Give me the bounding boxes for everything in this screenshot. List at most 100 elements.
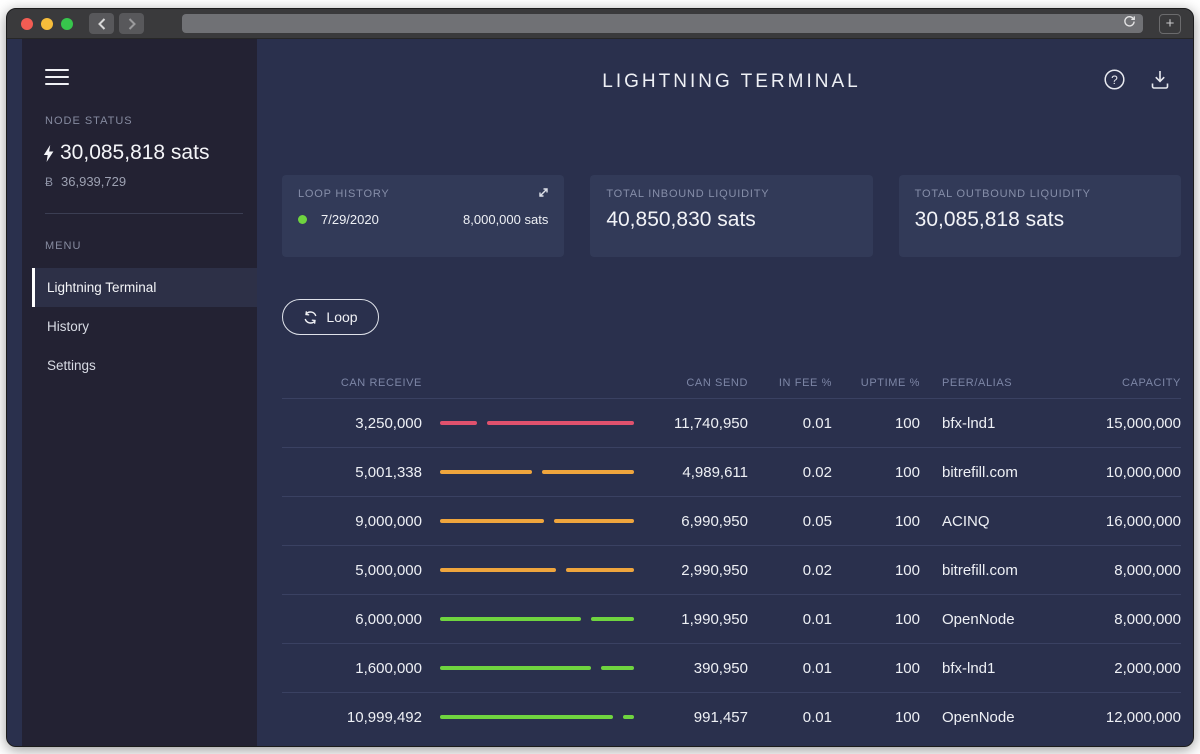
in-fee-value: 0.01: [802, 708, 832, 726]
minimize-window-button[interactable]: [41, 17, 53, 30]
send-bar: [622, 715, 634, 719]
can-receive-value: 9,000,000: [355, 512, 422, 530]
new-tab-button[interactable]: +: [1159, 13, 1181, 34]
loop-history-entry[interactable]: 7/29/2020 8,000,000 sats: [298, 212, 548, 227]
send-bar: [542, 470, 634, 474]
receive-bar: [440, 666, 591, 670]
help-button[interactable]: ?: [1104, 69, 1125, 90]
can-receive-value: 6,000,000: [355, 610, 422, 628]
export-button[interactable]: [1151, 70, 1169, 89]
expand-button[interactable]: [537, 186, 550, 204]
channel-row[interactable]: 10,999,492 991,457 0.01 100 OpenNode 12,…: [282, 692, 1181, 741]
summary-cards: LOOP HISTORY 7/29/2020 8,000,000 sats TO…: [282, 175, 1181, 257]
channel-row[interactable]: 1,600,000 390,950 0.01 100 bfx-lnd1 2,00…: [282, 643, 1181, 692]
peer-alias-value: OpenNode: [942, 708, 1015, 726]
uptime-value: 100: [894, 414, 920, 432]
can-send-value: 11,740,950: [674, 414, 748, 432]
balance-bar: [422, 666, 652, 670]
channel-table-header: CAN RECEIVE CAN SEND IN FEE % UPTIME % P…: [282, 368, 1181, 398]
in-fee-value: 0.01: [802, 610, 832, 628]
peer-alias-value: bitrefill.com: [942, 463, 1018, 481]
peer-alias-value: bitrefill.com: [942, 561, 1018, 579]
main-content: LIGHTNING TERMINAL ?: [257, 39, 1193, 746]
peer-alias-value: bfx-lnd1: [942, 659, 996, 677]
balance-bar: [422, 470, 652, 474]
btc-amount: 36,939,729: [61, 174, 127, 189]
in-fee-value: 0.05: [802, 512, 832, 530]
peer-alias-value: OpenNode: [942, 610, 1015, 628]
balance-bar: [422, 568, 652, 572]
chevron-left-icon: [97, 17, 105, 30]
browser-forward-button[interactable]: [119, 13, 144, 34]
receive-bar: [440, 470, 533, 474]
bitcoin-icon: Ƀ: [45, 174, 54, 189]
can-send-value: 1,990,950: [681, 610, 748, 628]
receive-bar: [440, 715, 613, 719]
help-icon: ?: [1104, 69, 1125, 90]
reload-icon: [1124, 15, 1135, 27]
col-in-fee: IN FEE %: [778, 377, 832, 389]
channel-table: CAN RECEIVE CAN SEND IN FEE % UPTIME % P…: [282, 368, 1181, 741]
maximize-window-button[interactable]: [61, 17, 73, 30]
sidebar-item-history[interactable]: History: [47, 319, 90, 334]
close-window-button[interactable]: [21, 17, 33, 30]
chevron-right-icon: [128, 17, 136, 30]
can-send-value: 6,990,950: [681, 512, 748, 530]
menu-label: MENU: [45, 240, 82, 252]
loop-history-dot: [298, 215, 307, 224]
channel-row[interactable]: 5,001,338 4,989,611 0.02 100 bitrefill.c…: [282, 447, 1181, 496]
balance-bar: [422, 519, 652, 523]
address-bar[interactable]: [182, 14, 1143, 33]
sidebar-item-lightning-terminal[interactable]: Lightning Terminal: [32, 268, 257, 307]
can-receive-value: 5,001,338: [355, 463, 422, 481]
inbound-liquidity-card: TOTAL INBOUND LIQUIDITY 40,850,830 sats: [590, 175, 873, 257]
uptime-value: 100: [894, 463, 920, 481]
channel-row[interactable]: 6,000,000 1,990,950 0.01 100 OpenNode 8,…: [282, 594, 1181, 643]
loop-history-card: LOOP HISTORY 7/29/2020 8,000,000 sats: [282, 175, 565, 257]
sidebar: NODE STATUS 30,085,818 sats Ƀ 36,939,729…: [22, 39, 257, 746]
col-capacity: CAPACITY: [1122, 377, 1181, 389]
sidebar-menu: Lightning Terminal History Settings: [22, 268, 257, 385]
balance-bar: [422, 715, 652, 719]
browser-back-button[interactable]: [89, 13, 114, 34]
channel-row[interactable]: 5,000,000 2,990,950 0.02 100 bitrefill.c…: [282, 545, 1181, 594]
send-bar: [487, 421, 634, 425]
sidebar-item-settings[interactable]: Settings: [47, 358, 96, 373]
inbound-liquidity-label: TOTAL INBOUND LIQUIDITY: [606, 188, 770, 200]
uptime-value: 100: [894, 610, 920, 628]
balance-bar: [422, 617, 652, 621]
can-receive-value: 1,600,000: [355, 659, 422, 677]
can-receive-value: 10,999,492: [346, 708, 422, 726]
node-status-label: NODE STATUS: [45, 115, 133, 127]
send-bar: [554, 519, 634, 523]
reload-button[interactable]: [1123, 15, 1136, 33]
lightning-bolt-icon: [43, 144, 54, 162]
channel-row[interactable]: 3,250,000 11,740,950 0.01 100 bfx-lnd1 1…: [282, 398, 1181, 447]
receive-bar: [440, 421, 478, 425]
outbound-liquidity-value: 30,085,818 sats: [914, 208, 1065, 231]
loop-button[interactable]: Loop: [282, 299, 379, 335]
capacity-value: 8,000,000: [1114, 610, 1181, 628]
col-can-send: CAN SEND: [686, 377, 748, 389]
can-send-value: 390,950: [693, 659, 748, 677]
capacity-value: 10,000,000: [1105, 463, 1181, 481]
receive-bar: [440, 617, 581, 621]
in-fee-value: 0.01: [802, 659, 832, 677]
capacity-value: 2,000,000: [1114, 659, 1181, 677]
can-receive-value: 5,000,000: [355, 561, 422, 579]
uptime-value: 100: [894, 512, 920, 530]
refresh-icon: [304, 310, 317, 324]
can-send-value: 4,989,611: [682, 463, 748, 481]
hamburger-menu-icon[interactable]: [45, 69, 69, 85]
can-send-value: 2,990,950: [681, 561, 748, 579]
balance-bar: [422, 421, 652, 425]
receive-bar: [440, 519, 545, 523]
channel-row[interactable]: 9,000,000 6,990,950 0.05 100 ACINQ 16,00…: [282, 496, 1181, 545]
loop-button-label: Loop: [326, 309, 358, 325]
can-send-value: 991,457: [693, 708, 748, 726]
capacity-value: 16,000,000: [1105, 512, 1181, 530]
page-title: LIGHTNING TERMINAL: [602, 71, 861, 92]
browser-chrome: +: [7, 9, 1193, 39]
uptime-value: 100: [894, 708, 920, 726]
send-bar: [590, 617, 634, 621]
